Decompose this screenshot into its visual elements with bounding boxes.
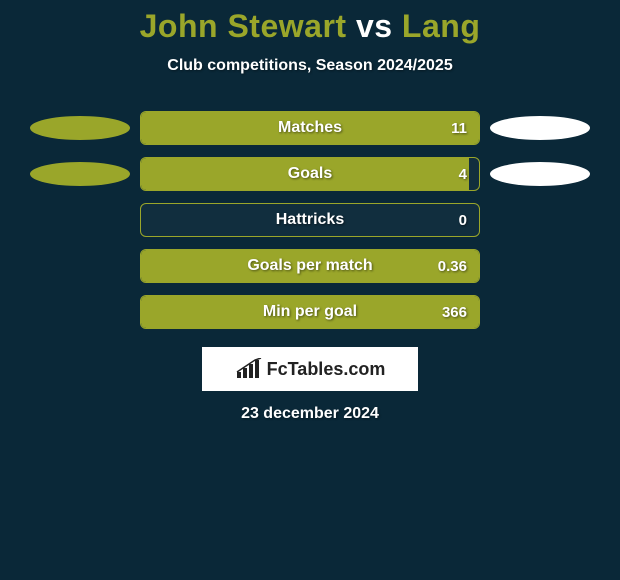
subtitle: Club competitions, Season 2024/2025 xyxy=(0,57,620,75)
stat-value: 0 xyxy=(459,204,467,236)
stat-bar: Goals4 xyxy=(140,157,480,191)
brand-box: FcTables.com xyxy=(202,347,418,391)
brand-text: FcTables.com xyxy=(267,359,386,380)
ellipse-right xyxy=(490,162,590,186)
stat-bar-fill xyxy=(141,158,469,190)
ellipse-spacer xyxy=(490,208,590,232)
stat-bar-fill xyxy=(141,250,479,282)
ellipse-spacer xyxy=(30,254,130,278)
stat-bar: Goals per match0.36 xyxy=(140,249,480,283)
stat-label: Hattricks xyxy=(141,204,479,236)
stat-rows: Matches11 Goals4 Hattricks0 Goals per match… xyxy=(0,111,620,329)
title-player2: Lang xyxy=(402,8,480,44)
ellipse-right xyxy=(490,116,590,140)
stat-row: Matches11 xyxy=(0,111,620,145)
stat-bar-fill xyxy=(141,296,479,328)
stat-bar: Matches11 xyxy=(140,111,480,145)
title-player1: John Stewart xyxy=(140,8,347,44)
stat-row: Goals per match0.36 xyxy=(0,249,620,283)
comparison-infographic: John Stewart vs Lang Club competitions, … xyxy=(0,0,620,423)
stat-bar: Min per goal366 xyxy=(140,295,480,329)
ellipse-left xyxy=(30,116,130,140)
stat-row: Min per goal366 xyxy=(0,295,620,329)
chart-icon xyxy=(235,358,263,380)
stat-bar: Hattricks0 xyxy=(140,203,480,237)
ellipse-spacer xyxy=(30,208,130,232)
title-vs: vs xyxy=(356,8,393,44)
ellipse-left xyxy=(30,162,130,186)
ellipse-spacer xyxy=(490,254,590,278)
page-title: John Stewart vs Lang xyxy=(0,8,620,45)
ellipse-spacer xyxy=(30,300,130,324)
date: 23 december 2024 xyxy=(0,405,620,423)
ellipse-spacer xyxy=(490,300,590,324)
stat-row: Goals4 xyxy=(0,157,620,191)
stat-row: Hattricks0 xyxy=(0,203,620,237)
stat-bar-fill xyxy=(141,112,479,144)
